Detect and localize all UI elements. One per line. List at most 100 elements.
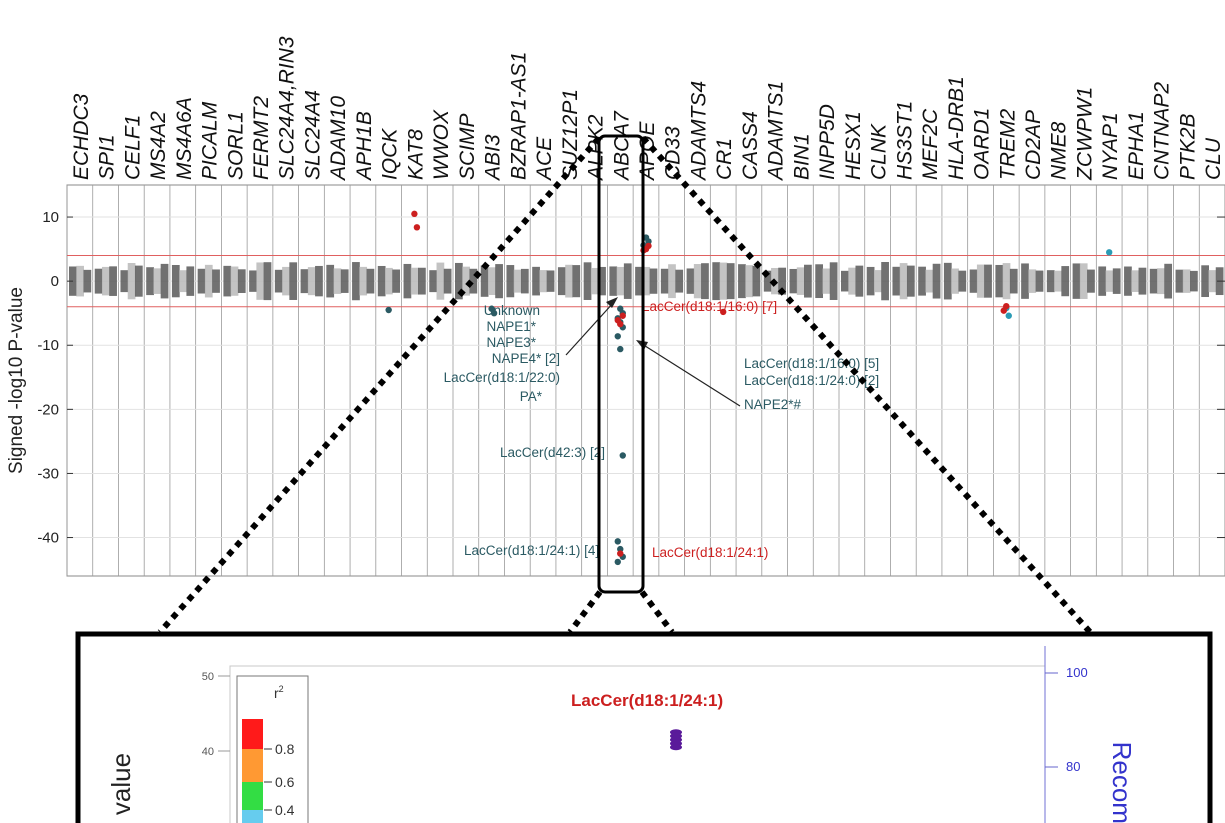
data-point	[645, 242, 652, 250]
snp-band	[462, 266, 470, 296]
annotation-line: NAPE3*	[486, 335, 536, 350]
snp-band	[738, 264, 746, 299]
axes: 10 0 -10 -20 -30 -40 Signed -log10 P-value	[6, 209, 1225, 547]
snp-band	[186, 266, 195, 296]
data-point	[617, 550, 624, 557]
gene-label: OARD1	[971, 108, 994, 180]
gene-label: NYAP1	[1099, 112, 1122, 180]
data-point	[619, 452, 626, 459]
snp-band	[436, 262, 445, 300]
snp-band	[590, 267, 599, 295]
legend-swatch	[242, 749, 263, 782]
snp-band	[230, 266, 239, 296]
gene-label: INPP5D	[816, 104, 839, 180]
gene-label: SPI1	[96, 134, 119, 180]
gene-label: ALPK2	[585, 114, 608, 182]
snp-band	[822, 268, 831, 294]
snp-band	[1105, 270, 1114, 292]
snp-band	[392, 269, 401, 293]
snp-band	[925, 269, 934, 293]
snp-band	[995, 264, 1004, 298]
snp-band	[469, 268, 478, 294]
snp-band	[726, 263, 735, 300]
snp-band	[660, 268, 669, 294]
gene-label: PICALM	[199, 101, 222, 180]
zoom-connector-left-inner	[567, 590, 603, 634]
inset-ytick: 50	[202, 671, 214, 683]
gene-label: ZCWPW1	[1073, 87, 1096, 181]
gene-label: ADAMTS4	[687, 81, 710, 182]
snp-band	[1021, 263, 1029, 299]
gene-label: NME8	[1048, 121, 1071, 180]
snp-band	[333, 268, 342, 294]
snp-band	[976, 264, 985, 298]
gene-label: HESX1	[842, 111, 865, 180]
snp-band	[307, 267, 316, 296]
snp-band	[796, 267, 805, 295]
snp-band	[1149, 268, 1158, 294]
gene-label: ABCA7	[610, 110, 633, 182]
data-point	[413, 224, 421, 231]
snp-band	[675, 269, 684, 293]
annotation-arrow	[641, 343, 741, 407]
snp-band	[881, 262, 889, 301]
snp-band	[1182, 269, 1191, 293]
snp-band	[385, 267, 393, 295]
gene-label: IQCK	[379, 128, 402, 180]
annotation-line: NAPE1*	[486, 319, 536, 334]
snp-band	[866, 266, 875, 296]
snp-band	[506, 265, 515, 298]
snp-band	[855, 265, 864, 297]
snp-band	[532, 266, 540, 296]
gene-label: CASS4	[739, 111, 762, 180]
snp-band	[326, 264, 335, 298]
gene-label: EPHA1	[1125, 111, 1148, 180]
snp-band	[616, 266, 625, 296]
data-point	[645, 238, 652, 245]
inset-legend-level: 0.4	[275, 802, 295, 818]
snp-band	[1164, 263, 1173, 299]
snp-band	[418, 267, 426, 295]
snp-band	[263, 262, 272, 301]
ytick-label: 0	[51, 273, 59, 290]
gene-label: CR1	[713, 138, 736, 180]
annotation-line: NAPE2*#	[744, 397, 802, 412]
inset-ytick: 40	[202, 746, 214, 758]
annotation-line: LacCer(d18:1/16:0) [7]	[642, 299, 777, 314]
gene-label: BZRAP1-AS1	[507, 52, 530, 180]
snp-band	[1124, 266, 1132, 296]
snp-band	[83, 269, 92, 293]
snp-band	[635, 266, 643, 296]
snp-band	[623, 263, 632, 299]
snp-band	[1098, 266, 1107, 296]
snp-band	[76, 265, 84, 297]
snp-band	[1079, 263, 1088, 299]
snp-band	[918, 266, 926, 296]
snp-band	[829, 262, 838, 300]
annotation-line: NAPE4* [2]	[492, 351, 560, 366]
regional-plot-inset: 50 40 100 80 value Recomb LacCer(d18:1/2…	[75, 631, 1213, 823]
snp-band	[892, 266, 901, 296]
snp-band	[969, 269, 978, 293]
data-point	[614, 333, 621, 340]
gene-label: TREM2	[996, 109, 1019, 180]
ytick-label: -40	[37, 530, 59, 547]
snp-band	[237, 269, 246, 293]
inset-y2label: Recomb	[1107, 742, 1137, 823]
snp-band	[1201, 265, 1210, 298]
data-point	[614, 538, 621, 545]
snp-band	[958, 270, 967, 292]
gene-label: KAT8	[404, 129, 427, 180]
snp-band	[583, 262, 592, 300]
gene-label: SCIMP	[456, 113, 479, 180]
chromosome-bands	[69, 262, 1224, 301]
gene-label: CLU	[1202, 137, 1225, 180]
gene-label: CLNK	[868, 123, 891, 180]
snp-band	[848, 267, 856, 295]
snp-band	[249, 270, 257, 292]
snp-band	[366, 268, 375, 294]
snp-band	[763, 270, 772, 292]
gene-label: CNTNAP2	[1151, 82, 1174, 180]
snp-band	[1072, 263, 1081, 299]
inset-legend-title: r2	[274, 684, 284, 701]
